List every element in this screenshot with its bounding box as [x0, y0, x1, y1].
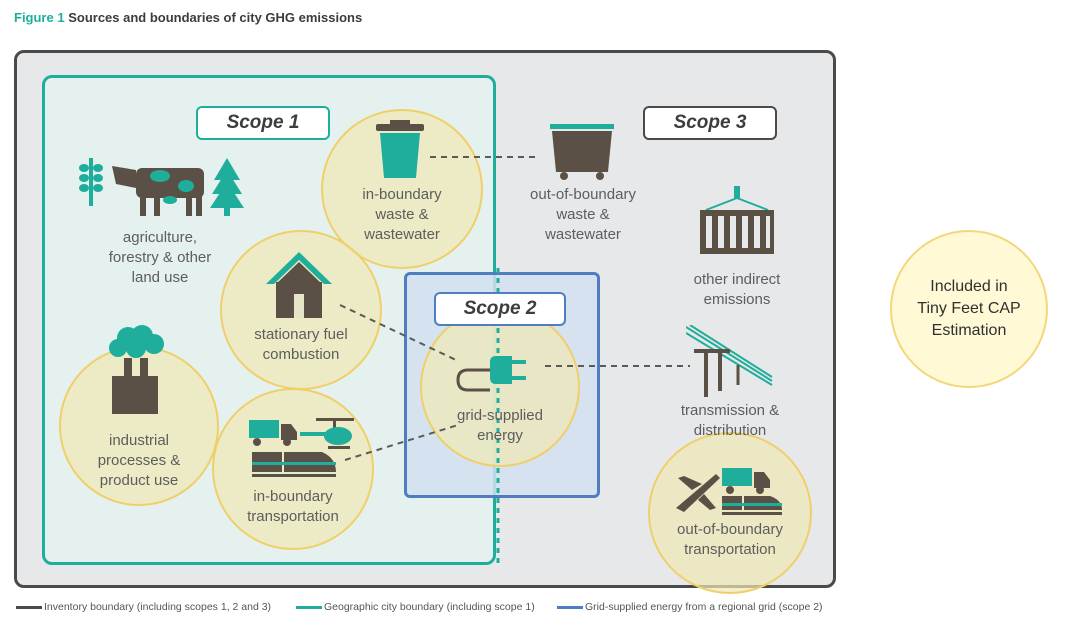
legend-swatch-geographic	[296, 605, 322, 609]
label-line: stationary fuel	[254, 326, 348, 343]
legend-swatch-inventory	[16, 605, 42, 609]
legend-swatch-grid	[557, 605, 583, 609]
label-line: forestry & other	[108, 249, 212, 266]
truck-icon-2	[722, 468, 770, 494]
wheat-icon	[79, 158, 103, 206]
shipping-container-icon	[700, 186, 774, 254]
label-in-boundary-transport: in-boundary transportation	[223, 487, 363, 527]
included-line: Included in	[930, 278, 1008, 295]
label-line: industrial	[108, 432, 170, 449]
included-line: Tiny Feet CAP	[917, 300, 1021, 317]
label-line: in-boundary	[253, 488, 333, 505]
helicopter-icon	[300, 418, 354, 449]
dumpster-icon	[550, 124, 614, 180]
scope3-label: Scope 3	[643, 106, 777, 140]
tree-icon	[210, 158, 244, 216]
label-line: in-boundary	[362, 186, 442, 203]
label-stationary-fuel: stationary fuel combustion	[231, 325, 371, 365]
scope2-label: Scope 2	[434, 292, 566, 326]
label-line: product use	[99, 472, 179, 489]
label-line: waste &	[556, 206, 610, 223]
scope1-label: Scope 1	[196, 106, 330, 140]
label-line: emissions	[703, 291, 771, 308]
included-note: Included in Tiny Feet CAP Estimation	[890, 230, 1048, 388]
label-line: transportation	[247, 508, 339, 525]
label-line: agriculture,	[122, 229, 198, 246]
truck-icon	[249, 420, 297, 446]
figure-number: Figure 1	[14, 10, 65, 25]
label-line: wastewater	[364, 226, 440, 243]
label-transmission: transmission & distribution	[660, 401, 800, 441]
train-icon-2	[722, 496, 782, 515]
legend-inventory: Inventory boundary (including scopes 1, …	[16, 601, 271, 613]
airplane-icon	[676, 474, 720, 512]
label-out-boundary-transport: out-of-boundary transportation	[660, 520, 800, 560]
label-in-boundary-waste: in-boundary waste & wastewater	[332, 185, 472, 245]
label-line: land use	[131, 269, 189, 286]
figure-title: Figure 1 Sources and boundaries of city …	[14, 10, 362, 25]
label-line: other indirect	[693, 271, 781, 288]
circle-grid-energy	[420, 307, 580, 467]
label-line: distribution	[693, 422, 767, 439]
label-line: processes &	[97, 452, 181, 469]
trash-bin-icon	[376, 120, 424, 178]
label-out-boundary-waste: out-of-boundary waste & wastewater	[513, 185, 653, 245]
label-line: grid-supplied	[457, 407, 543, 424]
legend-geographic-text: Geographic city boundary (including scop…	[324, 601, 535, 613]
label-grid-energy: grid-supplied energy	[430, 406, 570, 446]
factory-icon	[109, 325, 164, 414]
included-line: Estimation	[931, 322, 1007, 339]
legend-inventory-text: Inventory boundary (including scopes 1, …	[44, 601, 272, 613]
label-agriculture: agriculture, forestry & other land use	[90, 228, 230, 288]
label-other-indirect: other indirect emissions	[667, 270, 807, 310]
cow-icon	[112, 166, 204, 216]
house-icon	[266, 252, 332, 318]
legend-grid-text: Grid-supplied energy from a regional gri…	[585, 601, 823, 613]
train-icon	[252, 452, 336, 477]
plug-icon	[456, 356, 526, 392]
label-line: transportation	[684, 541, 776, 558]
circle-industrial	[59, 346, 219, 506]
line-transport-to-grid	[344, 424, 459, 461]
label-industrial: industrial processes & product use	[69, 431, 209, 491]
label-line: out-of-boundary	[677, 521, 783, 538]
label-line: waste &	[375, 206, 429, 223]
transmission-tower-icon	[686, 325, 773, 397]
label-line: combustion	[262, 346, 340, 363]
label-line: out-of-boundary	[530, 186, 636, 203]
label-line: energy	[477, 427, 523, 444]
legend-geographic: Geographic city boundary (including scop…	[296, 601, 535, 613]
figure-title-text: Sources and boundaries of city GHG emiss…	[68, 10, 363, 25]
legend-grid: Grid-supplied energy from a regional gri…	[557, 601, 823, 613]
label-line: transmission &	[680, 402, 780, 419]
label-line: wastewater	[545, 226, 621, 243]
